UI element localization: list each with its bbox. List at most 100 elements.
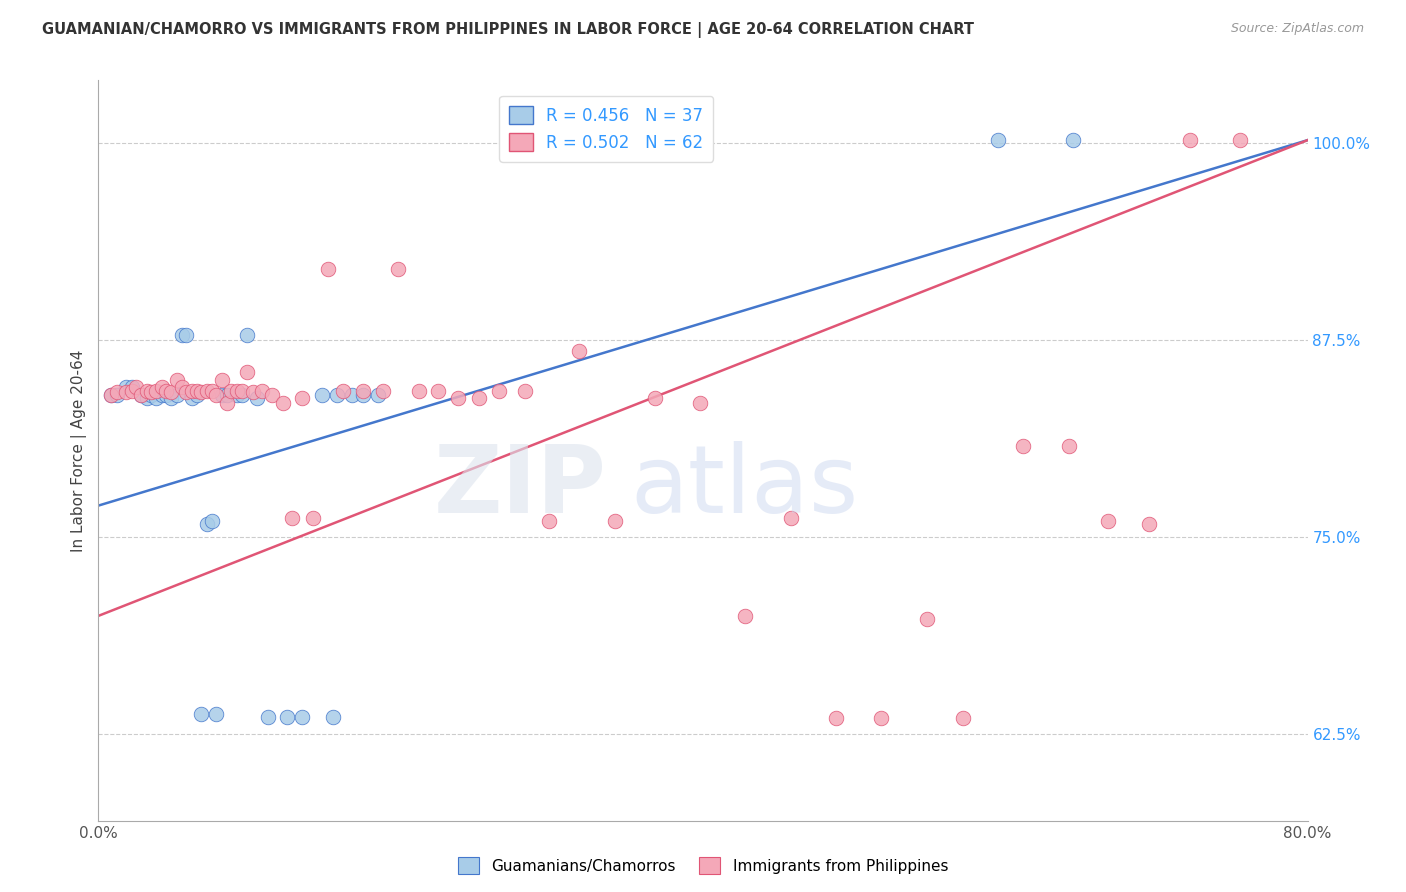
Legend: R = 0.456   N = 37, R = 0.502   N = 62: R = 0.456 N = 37, R = 0.502 N = 62 bbox=[499, 96, 713, 161]
Point bbox=[326, 388, 349, 402]
Point bbox=[262, 388, 284, 402]
Point bbox=[311, 388, 333, 402]
Point bbox=[987, 133, 1010, 147]
Point bbox=[186, 388, 208, 402]
Point bbox=[1057, 439, 1080, 453]
Point bbox=[105, 388, 128, 402]
Point bbox=[174, 385, 197, 400]
Point bbox=[387, 262, 409, 277]
Point bbox=[915, 612, 938, 626]
Point bbox=[242, 385, 264, 400]
Point bbox=[605, 514, 627, 528]
Point bbox=[408, 384, 430, 398]
Point bbox=[281, 511, 304, 525]
Point bbox=[100, 388, 122, 402]
Point bbox=[1062, 133, 1084, 147]
Point bbox=[1229, 133, 1251, 147]
Point bbox=[689, 396, 711, 410]
Point bbox=[352, 384, 374, 398]
Point bbox=[825, 711, 848, 725]
Point bbox=[371, 384, 394, 398]
Point bbox=[201, 514, 224, 528]
Point bbox=[1012, 439, 1035, 453]
Point bbox=[105, 385, 128, 400]
Point bbox=[342, 388, 364, 402]
Point bbox=[129, 388, 152, 402]
Point bbox=[870, 711, 893, 725]
Point bbox=[135, 392, 157, 406]
Y-axis label: In Labor Force | Age 20-64: In Labor Force | Age 20-64 bbox=[72, 350, 87, 551]
Point bbox=[174, 328, 197, 343]
Point bbox=[205, 706, 228, 721]
Point bbox=[121, 380, 143, 394]
Point bbox=[190, 706, 212, 721]
Point bbox=[352, 388, 374, 402]
Point bbox=[150, 380, 173, 394]
Point bbox=[195, 517, 218, 532]
Point bbox=[952, 711, 974, 725]
Point bbox=[186, 384, 208, 398]
Point bbox=[1137, 517, 1160, 532]
Point bbox=[734, 608, 756, 623]
Point bbox=[160, 385, 183, 400]
Point bbox=[1097, 514, 1119, 528]
Point bbox=[427, 384, 450, 398]
Point bbox=[644, 392, 666, 406]
Point bbox=[121, 384, 143, 398]
Point bbox=[246, 392, 269, 406]
Point bbox=[447, 392, 470, 406]
Point bbox=[513, 384, 536, 398]
Text: atlas: atlas bbox=[630, 442, 859, 533]
Point bbox=[145, 392, 167, 406]
Point bbox=[166, 388, 188, 402]
Point bbox=[195, 384, 218, 398]
Text: GUAMANIAN/CHAMORRO VS IMMIGRANTS FROM PHILIPPINES IN LABOR FORCE | AGE 20-64 COR: GUAMANIAN/CHAMORRO VS IMMIGRANTS FROM PH… bbox=[42, 22, 974, 38]
Point bbox=[235, 365, 257, 379]
Point bbox=[221, 384, 243, 398]
Point bbox=[211, 373, 233, 387]
Point bbox=[568, 344, 591, 359]
Point bbox=[250, 384, 273, 398]
Legend: Guamanians/Chamorros, Immigrants from Philippines: Guamanians/Chamorros, Immigrants from Ph… bbox=[451, 851, 955, 880]
Point bbox=[215, 388, 238, 402]
Point bbox=[215, 396, 238, 410]
Point bbox=[231, 384, 253, 398]
Point bbox=[155, 388, 177, 402]
Point bbox=[129, 388, 152, 402]
Point bbox=[114, 380, 136, 394]
Text: Source: ZipAtlas.com: Source: ZipAtlas.com bbox=[1230, 22, 1364, 36]
Point bbox=[170, 380, 193, 394]
Point bbox=[190, 385, 212, 400]
Point bbox=[332, 384, 354, 398]
Point bbox=[367, 388, 389, 402]
Point bbox=[226, 384, 249, 398]
Point bbox=[205, 388, 228, 402]
Point bbox=[226, 388, 249, 402]
Point bbox=[231, 388, 253, 402]
Point bbox=[201, 384, 224, 398]
Point bbox=[537, 514, 560, 528]
Point bbox=[322, 709, 344, 723]
Point bbox=[114, 385, 136, 400]
Point bbox=[166, 373, 188, 387]
Point bbox=[276, 709, 298, 723]
Point bbox=[135, 384, 157, 398]
Point bbox=[181, 384, 204, 398]
Point bbox=[271, 396, 294, 410]
Point bbox=[145, 384, 167, 398]
Point bbox=[779, 511, 801, 525]
Point bbox=[150, 388, 173, 402]
Point bbox=[291, 709, 314, 723]
Point bbox=[316, 262, 339, 277]
Point bbox=[211, 388, 233, 402]
Point bbox=[125, 380, 148, 394]
Point bbox=[155, 384, 177, 398]
Point bbox=[100, 388, 122, 402]
Point bbox=[488, 384, 510, 398]
Point bbox=[302, 511, 325, 525]
Point bbox=[181, 392, 204, 406]
Point bbox=[141, 388, 163, 402]
Point bbox=[170, 328, 193, 343]
Point bbox=[291, 392, 314, 406]
Point bbox=[468, 392, 491, 406]
